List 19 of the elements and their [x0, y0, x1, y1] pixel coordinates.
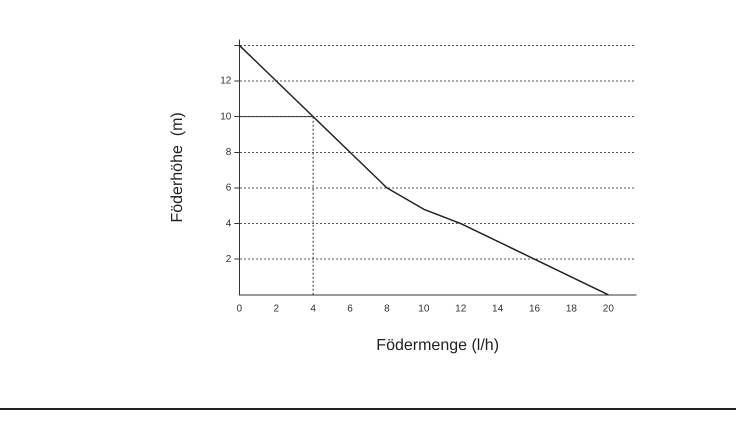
x-tick-label: 6 — [347, 304, 354, 315]
x-tick-label: 12 — [455, 304, 467, 315]
y-tick-label: 2 — [226, 254, 232, 265]
x-tick-label: 2 — [273, 304, 280, 315]
x-tick-label: 10 — [418, 304, 430, 315]
x-tick-label: 8 — [384, 304, 390, 315]
x-tick-label: 4 — [310, 304, 316, 315]
y-tick-label: 10 — [220, 111, 232, 122]
x-tick-label: 18 — [566, 304, 578, 315]
y-tick-label: 4 — [226, 218, 232, 230]
y-axis-title: Föderhöhe (m) — [169, 112, 186, 223]
x-tick-label: 20 — [602, 304, 614, 315]
y-tick-label: 12 — [220, 76, 232, 87]
x-tick-label: 0 — [236, 304, 243, 315]
x-tick-label: 16 — [528, 304, 541, 315]
y-tick-label: 8 — [226, 147, 232, 158]
x-tick-label: 14 — [492, 304, 504, 315]
y-tick-label: 6 — [226, 182, 232, 194]
x-axis-title: Födermenge (l/h) — [376, 336, 500, 354]
